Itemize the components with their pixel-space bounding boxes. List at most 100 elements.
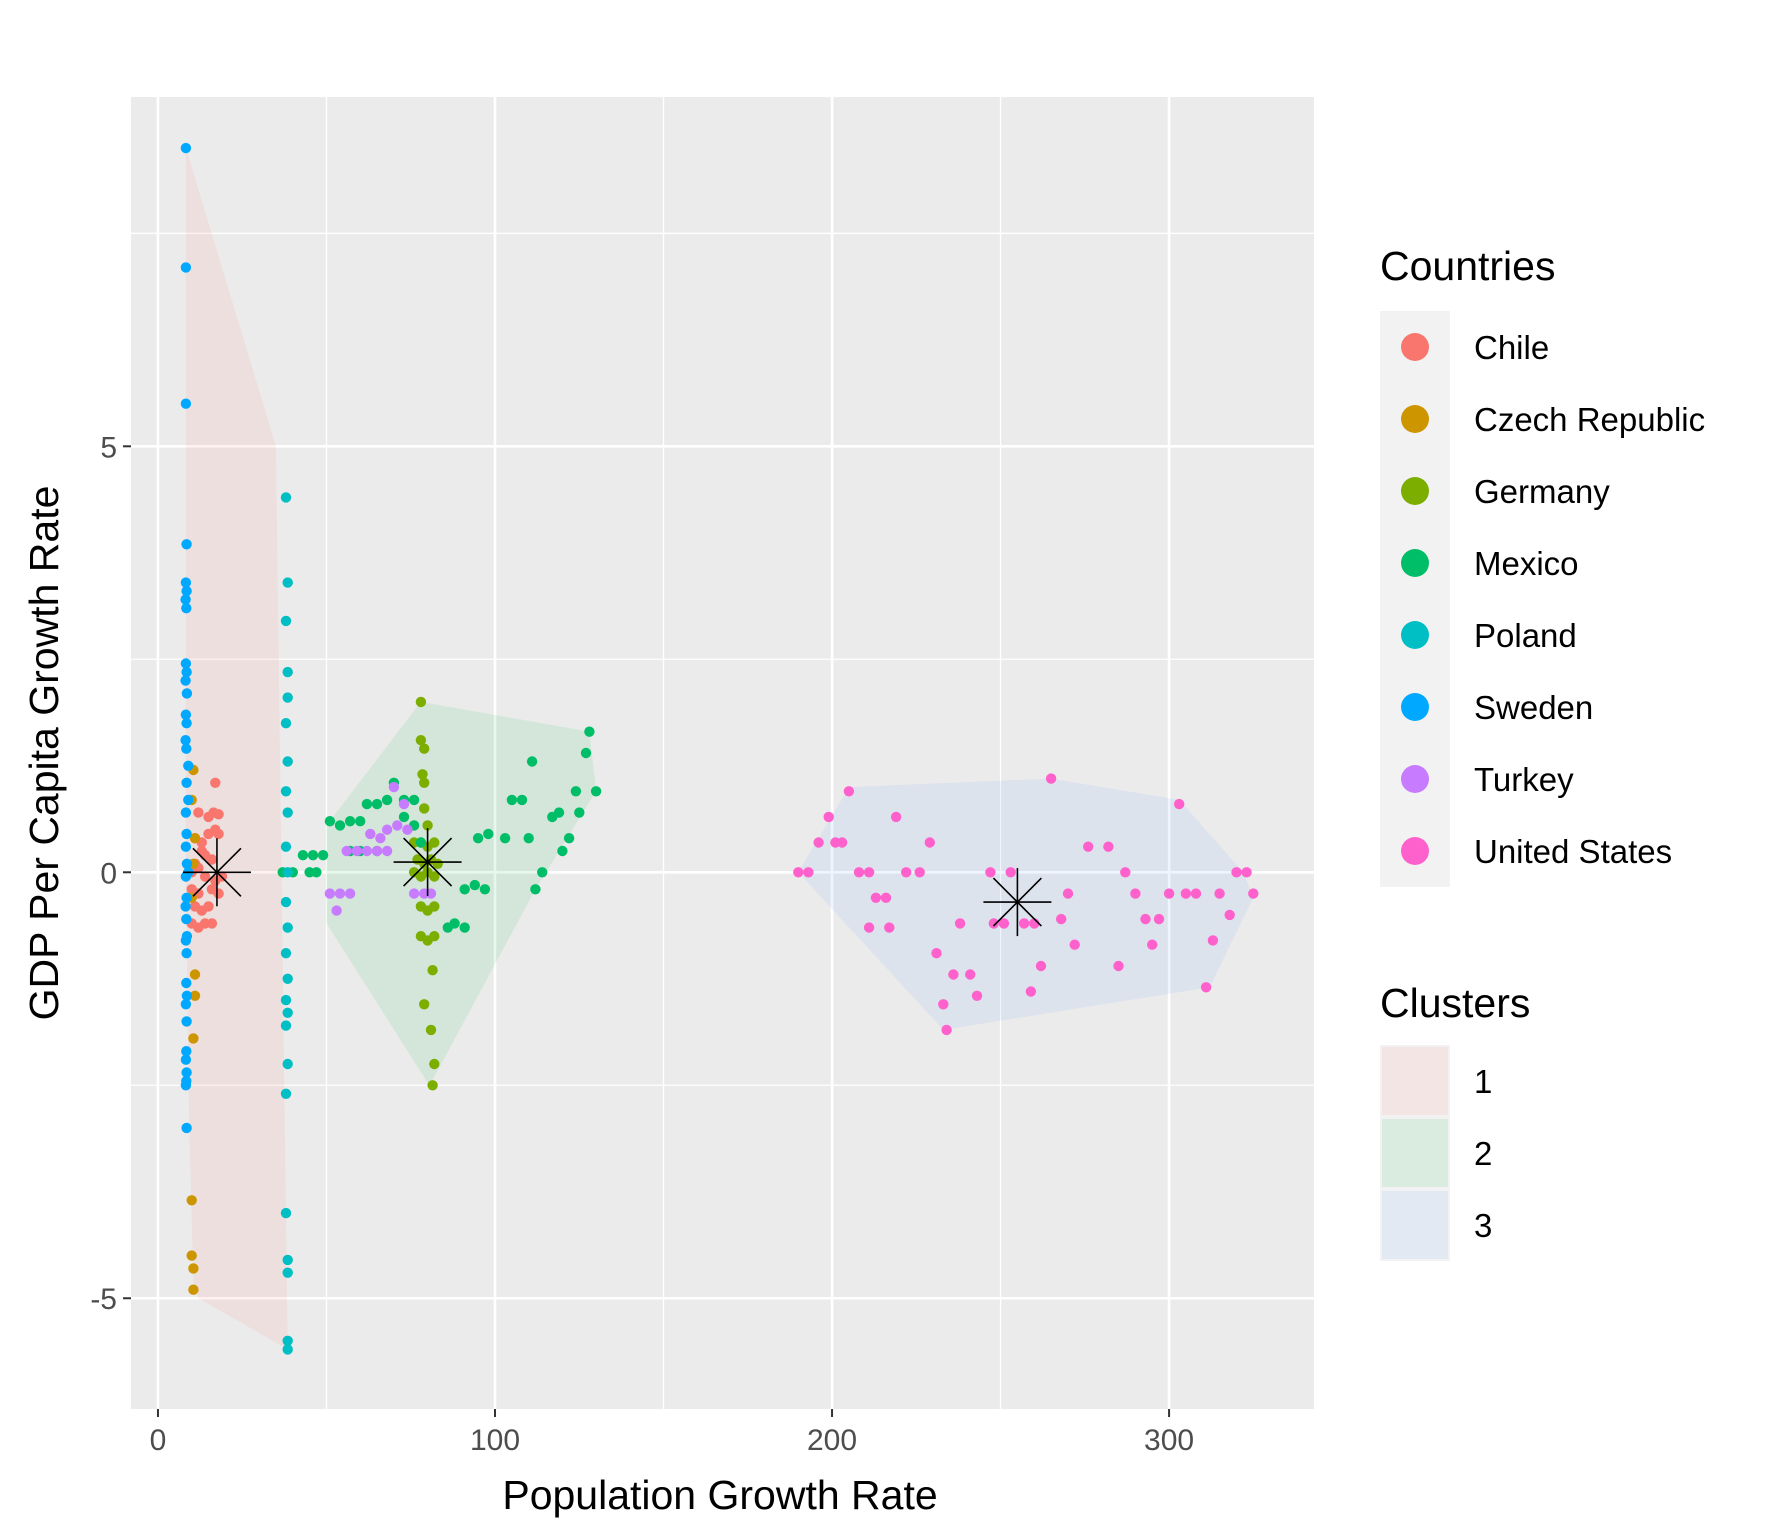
data-point-sweden [180,577,192,588]
data-point-poland [282,756,293,767]
data-point-mexico [371,798,383,810]
data-point-united-states [853,867,865,878]
data-point-sweden [183,794,194,806]
data-point-sweden [180,935,192,946]
legend-item-chile: Chile [1401,329,1549,366]
legend-countries: Countries Chile Czech Republic Germany Mexic… [1380,243,1705,887]
x-tick-label: 100 [470,1424,520,1457]
data-point-germany [415,735,427,746]
data-point-sweden [180,807,192,818]
data-point-sweden [181,718,192,729]
legend-item-sweden: Sweden [1401,689,1593,726]
data-point-united-states [1224,909,1235,921]
data-point-united-states [1153,913,1165,925]
data-point-united-states [863,922,875,933]
legend-cluster-key-3 [1382,1191,1448,1259]
legend-item-mexico: Mexico [1401,545,1579,582]
data-point-chile [206,918,218,929]
data-point-mexico [381,794,393,806]
data-point-sweden [180,871,192,882]
data-point-sweden [180,709,192,720]
data-point-united-states [1180,888,1192,899]
data-point-mexico [584,726,595,737]
data-point-united-states [924,837,935,848]
plot-panel [131,97,1314,1409]
data-point-united-states [813,837,824,848]
data-point-mexico [506,794,518,806]
legend-key-czech-republic [1401,405,1429,433]
legend-label-united-states: United States [1474,833,1672,870]
data-point-mexico [469,879,480,891]
data-point-mexico [574,807,585,818]
data-point-czech-republic [186,1195,197,1206]
legend-item-czech-republic: Czech Republic [1401,401,1705,438]
data-point-mexico [355,816,366,827]
data-point-mexico [442,922,453,933]
data-point-poland [282,973,293,984]
data-point-united-states [998,918,1010,929]
data-point-czech-republic [188,1284,199,1295]
data-point-sweden [181,1067,192,1078]
data-point-sweden [181,977,192,989]
data-point-turkey [398,798,410,810]
cluster-hull-2 [326,701,597,1086]
data-point-united-states [1140,913,1151,925]
data-point-poland [282,692,293,703]
series-chile [186,777,228,933]
data-point-turkey [365,828,376,840]
data-point-czech-republic [188,1263,199,1274]
data-point-sweden [180,735,191,746]
data-point-united-states [1130,888,1141,899]
data-point-mexico [459,884,470,895]
data-point-sweden [180,999,192,1010]
data-point-united-states [1163,888,1175,899]
legend-label-chile: Chile [1474,329,1549,366]
data-point-germany [419,743,430,754]
data-point-united-states [988,918,999,929]
legend-countries-title: Countries [1380,243,1555,289]
data-point-germany [429,1058,440,1070]
cluster-centroid-1 [182,838,251,907]
data-point-mexico [408,794,420,806]
data-point-mexico [557,845,568,857]
data-point-turkey [381,824,393,835]
data-point-turkey [392,820,403,831]
data-point-sweden [180,398,192,409]
data-point-united-states [1200,982,1212,993]
cluster-hull-3 [798,778,1254,1030]
data-point-sweden [181,1046,192,1057]
data-point-mexico [307,850,319,861]
data-point-chile [210,777,221,788]
data-point-sweden [180,1054,192,1065]
data-point-united-states [823,811,834,823]
legend-cluster-key-bg [1380,1117,1450,1189]
data-point-united-states [843,786,855,797]
data-point-mexico [344,816,356,827]
data-point-sweden [181,743,192,754]
data-point-poland [282,577,293,588]
data-point-united-states [1207,935,1219,946]
data-point-united-states [1005,867,1016,878]
data-point-turkey [375,833,386,844]
legend-label-poland: Poland [1474,617,1577,654]
legend-cluster-key-bg [1380,1189,1450,1261]
data-point-poland [282,807,293,818]
data-point-sweden [181,948,192,959]
data-point-poland [280,1207,292,1219]
data-point-mexico [526,756,538,767]
data-point-poland [282,1335,293,1347]
legend-cluster-item-2: 2 [1380,1117,1492,1189]
legend-label-mexico: Mexico [1474,545,1579,582]
data-point-turkey [344,888,356,899]
data-point-mexico [499,833,511,844]
data-point-poland [282,867,293,878]
data-point-sweden [180,675,191,686]
data-point-united-states [1062,888,1074,899]
data-point-sweden [181,666,192,678]
data-point-sweden [181,585,192,597]
x-tick-label: 300 [1144,1424,1194,1457]
data-point-poland [280,786,292,797]
data-point-mexico [459,922,470,933]
data-point-turkey [324,888,336,899]
